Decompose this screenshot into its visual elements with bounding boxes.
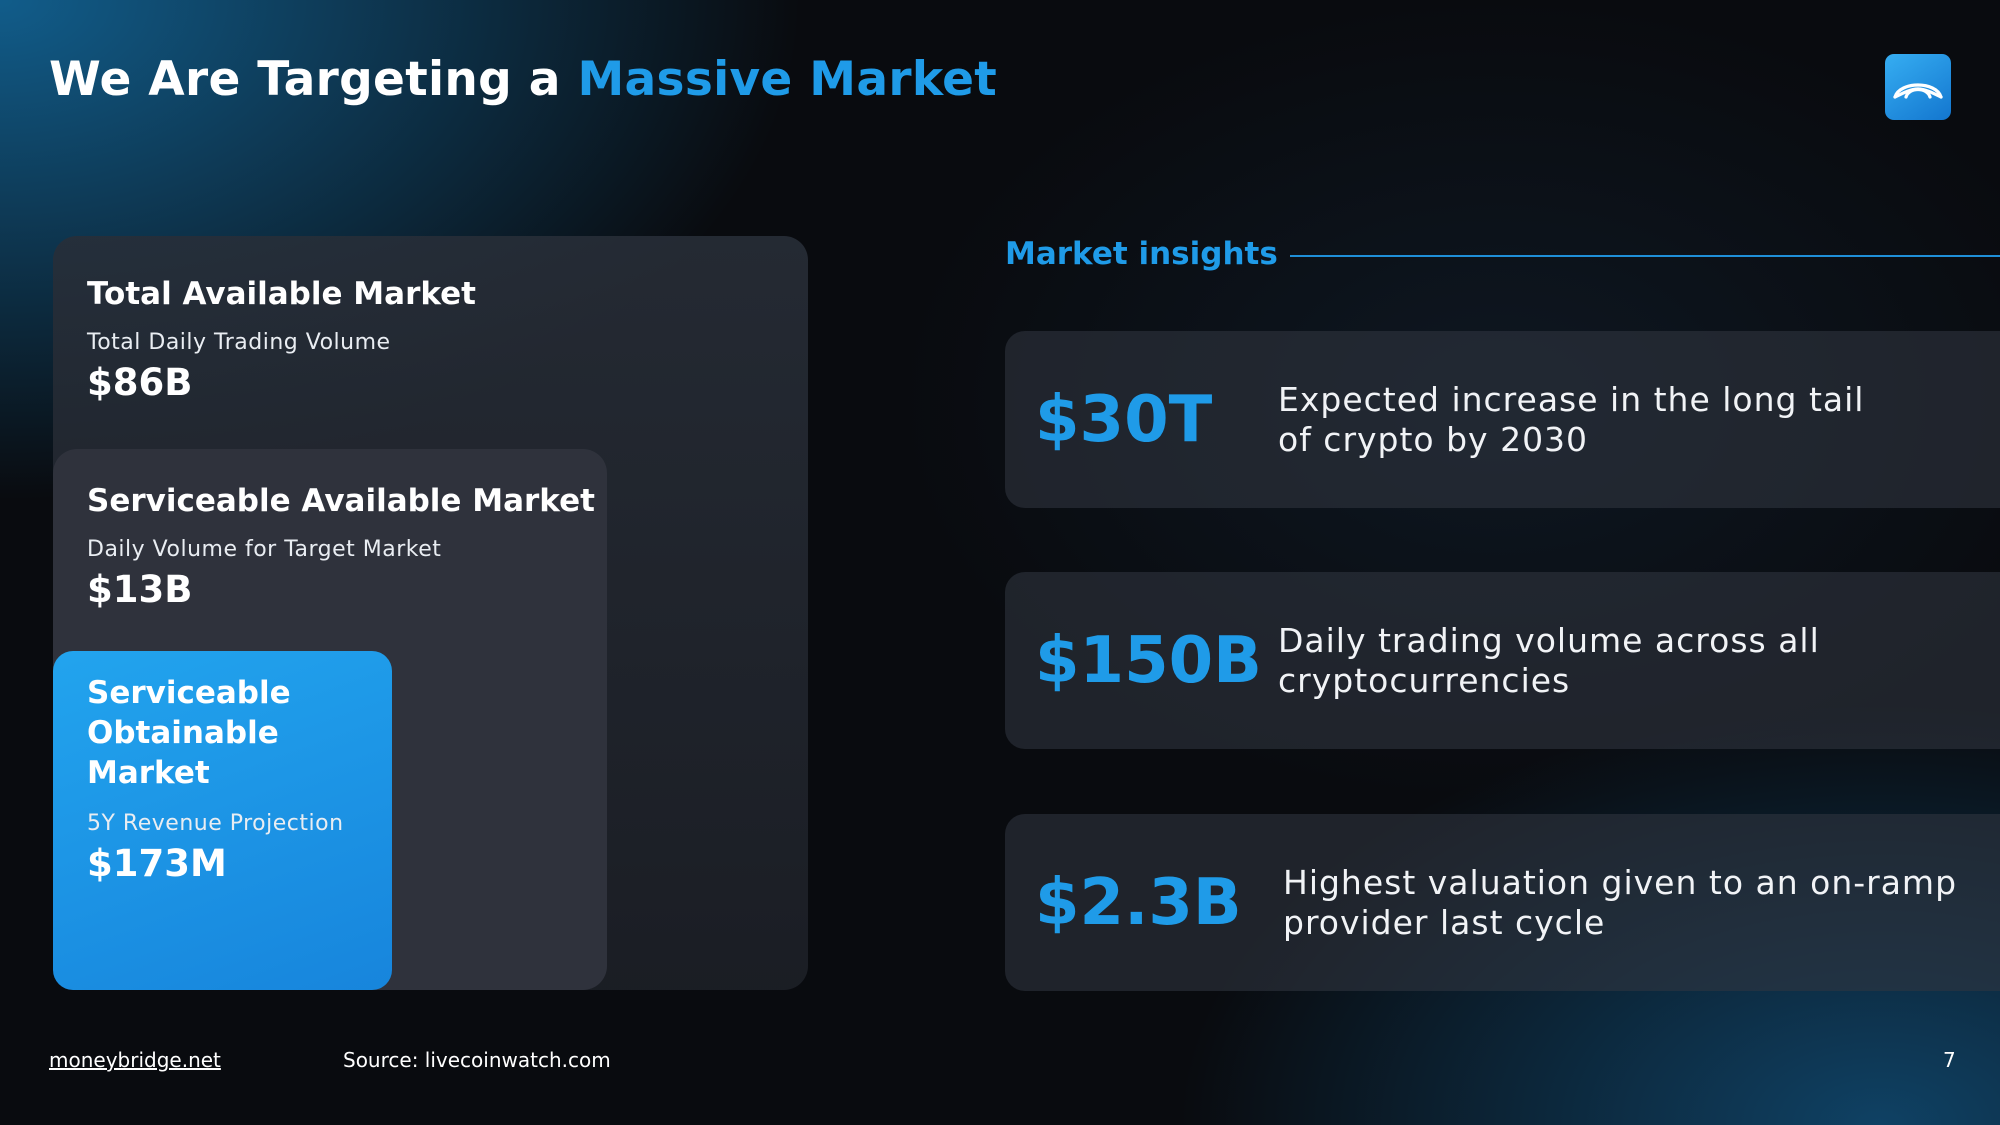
insights-heading: Market insights [1005, 236, 1278, 272]
som-title-line: Obtainable [87, 715, 279, 751]
insight-text-line: provider last cycle [1283, 902, 1606, 942]
insight-text-line: Highest valuation given to an on-ramp [1283, 862, 1958, 902]
insight-text-line: Expected increase in the long tail [1278, 379, 1865, 419]
insights-divider [1290, 255, 2000, 257]
insight-text: Highest valuation given to an on-ramp pro… [1283, 863, 1973, 943]
insight-text: Expected increase in the long tail of cry… [1278, 380, 1968, 460]
title-accent: Massive Market [577, 52, 998, 107]
source-note: Source: livecoinwatch.com [343, 1048, 611, 1072]
som-title-line: Serviceable [87, 675, 291, 711]
sam-label: Daily Volume for Target Market [87, 537, 442, 562]
sam-value: $13B [87, 568, 193, 611]
tam-title: Total Available Market [87, 276, 476, 312]
page-number: 7 [1943, 1048, 1956, 1072]
insight-card: $150B Daily trading volume across all cry… [1005, 572, 2000, 749]
brand-logo [1885, 54, 1951, 120]
som-title-line: Market [87, 755, 210, 791]
insight-card: $2.3B Highest valuation given to an on-r… [1005, 814, 2000, 991]
tam-value: $86B [87, 361, 193, 404]
insight-text-line: of crypto by 2030 [1278, 419, 1589, 459]
insight-value: $2.3B [1035, 865, 1242, 940]
title-prefix: We Are Targeting a [49, 52, 561, 107]
website-link[interactable]: moneybridge.net [49, 1048, 221, 1072]
insight-text: Daily trading volume across all cryptocur… [1278, 621, 1968, 701]
tam-label: Total Daily Trading Volume [87, 330, 391, 355]
insight-text-line: cryptocurrencies [1278, 660, 1571, 700]
som-label: 5Y Revenue Projection [87, 811, 344, 836]
sam-title: Serviceable Available Market [87, 483, 595, 519]
som-title: Serviceable Obtainable Market [87, 673, 392, 793]
insight-value: $30T [1035, 382, 1213, 457]
bridge-arch-icon [1893, 83, 1943, 99]
page-title: We Are Targeting a Massive Market [49, 52, 997, 107]
som-value: $173M [87, 842, 227, 885]
insight-value: $150B [1035, 623, 1262, 698]
insight-card: $30T Expected increase in the long tail o… [1005, 331, 2000, 508]
som-box: Serviceable Obtainable Market 5Y Revenue P… [53, 651, 392, 990]
insight-text-line: Daily trading volume across all [1278, 620, 1820, 660]
